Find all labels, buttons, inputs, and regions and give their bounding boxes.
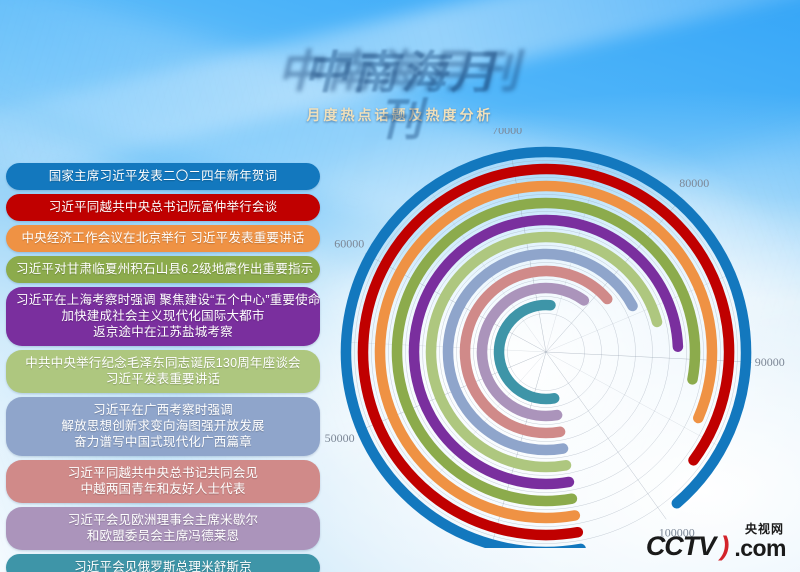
legend-item-label: 和欧盟委员会主席冯德莱恩 <box>86 529 240 543</box>
legend-item-label: 中央经济工作会议在北京举行 习近平发表重要讲话 <box>21 231 305 245</box>
chart-bar[interactable] <box>357 163 735 541</box>
legend-item[interactable]: 国家主席习近平发表二〇二四年新年贺词 <box>6 163 320 190</box>
legend-item-label: 习近平在广西考察时强调 <box>93 403 233 417</box>
legend-item-label: 习近平同越共中央总书记共同会见 <box>67 466 259 480</box>
chart-bar[interactable] <box>391 197 701 507</box>
chart-bar[interactable] <box>493 299 560 405</box>
chart-bars <box>340 146 752 558</box>
legend-item-label: 加快建成社会主义现代化国际大都市 <box>61 309 265 323</box>
legend-item[interactable]: 习近平会见俄罗斯总理米舒斯京 <box>6 554 320 572</box>
chart-bar[interactable] <box>408 214 684 490</box>
legend-item[interactable]: 中央经济工作会议在北京举行 习近平发表重要讲话 <box>6 225 320 252</box>
legend-item[interactable]: 习近平在广西考察时强调解放思想创新求变向海图强开放发展 奋力谱写中国式现代化广西篇… <box>6 397 320 456</box>
chart-bar[interactable] <box>425 231 663 473</box>
page-title-shadow: 中南海月刊 <box>303 48 500 146</box>
logo-swoosh-icon: ) <box>720 531 730 561</box>
chart-bar[interactable] <box>442 248 638 456</box>
legend-item[interactable]: 习近平同越共中央总书记共同会见 中越两国青年和友好人士代表 <box>6 460 320 503</box>
header: 中南海月刊 中南海月刊 月度热点话题及热度分析 <box>0 44 800 144</box>
legend-item-label: 习近平会见俄罗斯总理米舒斯京 <box>74 560 252 572</box>
legend-item-label: 国家主席习近平发表二〇二四年新年贺词 <box>48 169 278 183</box>
legend-item-label: 奋力谱写中国式现代化广西篇章 <box>74 435 252 449</box>
page-title-text: 中南海月刊 <box>277 44 523 94</box>
chart-axis-tick-label: 80000 <box>679 176 709 190</box>
legend-item-label: 中越两国青年和友好人士代表 <box>80 482 246 496</box>
legend-item[interactable]: 习近平在上海考察时强调 聚焦建设“五个中心”重要使命加快建成社会主义现代化国际大… <box>6 287 320 346</box>
chart-axis-tick-label: 60000 <box>334 237 364 251</box>
chart-bar[interactable] <box>374 180 718 524</box>
page-subtitle: 月度热点话题及热度分析 <box>306 109 494 125</box>
logo-cn-text: 央视网 <box>744 522 784 536</box>
radial-bar-chart-svg: 400005000060000700008000090000100000 <box>325 123 785 572</box>
legend-item-label: 习近平发表重要讲话 <box>105 372 221 386</box>
legend-item-label: 习近平对甘肃临夏州积石山县6.2级地震作出重要指示 <box>16 262 314 276</box>
logo-com-text: .com <box>734 535 786 561</box>
legend-list: 国家主席习近平发表二〇二四年新年贺词 习近平同越共中央总书记阮富仲举行会谈中央经济… <box>6 163 320 572</box>
legend-item-label: 解放思想创新求变向海图强开放发展 <box>61 419 265 433</box>
legend-item[interactable]: 中共中央举行纪念毛泽东同志诞辰130周年座谈会 习近平发表重要讲话 <box>6 350 320 393</box>
legend-item[interactable]: 习近平对甘肃临夏州积石山县6.2级地震作出重要指示 <box>6 256 320 283</box>
logo-cctv-text: CCTV <box>645 531 716 561</box>
legend-item-label: 习近平会见欧洲理事会主席米歇尔 <box>67 513 259 527</box>
chart-bar[interactable] <box>476 282 590 422</box>
legend-item[interactable]: 习近平同越共中央总书记阮富仲举行会谈 <box>6 194 320 221</box>
page-title: 中南海月刊 中南海月刊 <box>277 44 523 144</box>
chart-bar[interactable] <box>340 146 752 558</box>
radial-bar-chart: 400005000060000700008000090000100000 <box>320 123 800 572</box>
legend-item-label: 中共中央举行纪念毛泽东同志诞辰130周年座谈会 <box>25 356 301 370</box>
chart-bar[interactable] <box>459 265 613 439</box>
chart-axis-tick-label: 100000 <box>659 526 695 540</box>
chart-axis-tick-label: 50000 <box>325 431 355 445</box>
cctv-logo: CCTV ) .com 央视网 <box>645 522 787 561</box>
legend-item[interactable]: 习近平会见欧洲理事会主席米歇尔 和欧盟委员会主席冯德莱恩 <box>6 507 320 550</box>
legend-item-label: 习近平在上海考察时强调 聚焦建设“五个中心”重要使命 <box>16 293 321 307</box>
legend-item-label: 习近平同越共中央总书记阮富仲举行会谈 <box>48 200 278 214</box>
chart-axis-tick-label: 90000 <box>755 355 785 369</box>
legend-item-label: 返京途中在江苏盐城考察 <box>93 325 233 339</box>
chart-axis-tick-label: 70000 <box>492 128 522 137</box>
